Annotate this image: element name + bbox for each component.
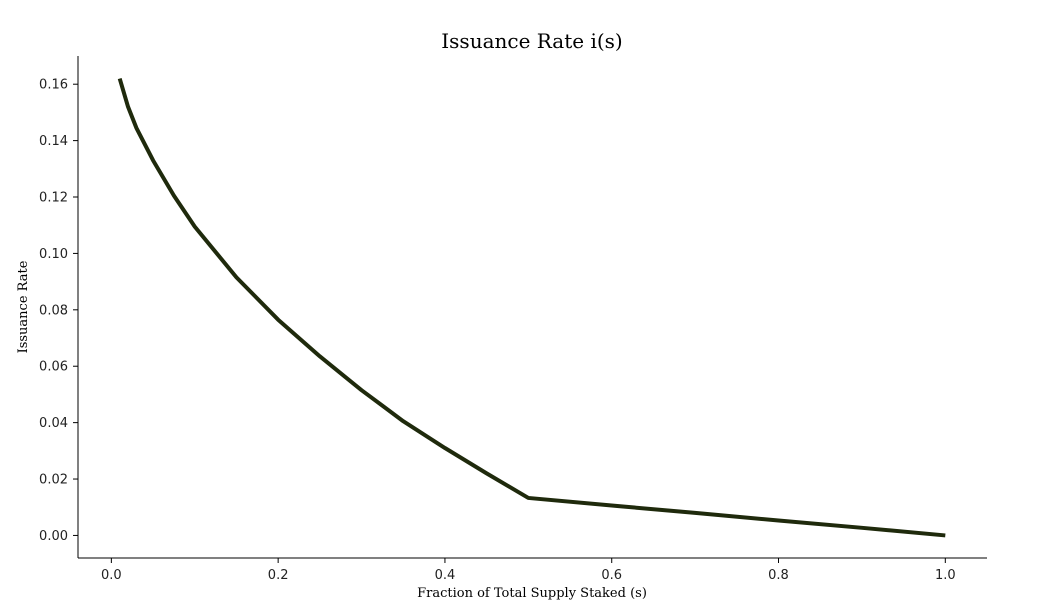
x-tick-label: 0.6 (601, 568, 622, 583)
y-tick-label: 0.02 (39, 473, 68, 488)
x-tick-label: 0.2 (268, 568, 289, 583)
y-tick-label: 0.06 (39, 360, 68, 375)
y-tick-label: 0.08 (39, 303, 68, 318)
chart-title: Issuance Rate i(s) (441, 29, 622, 53)
y-axis-label: Issuance Rate (16, 260, 31, 353)
y-tick-label: 0.10 (39, 247, 68, 262)
x-tick-label: 0.4 (435, 568, 456, 583)
y-tick-label: 0.14 (39, 134, 68, 149)
x-tick-label: 0.8 (768, 568, 789, 583)
x-axis-ticks: 0.0 0.2 0.4 0.6 0.8 1.0 (101, 558, 956, 583)
y-tick-label: 0.12 (39, 191, 68, 206)
y-axis-ticks: 0.00 0.02 0.04 0.06 0.08 0.10 0.12 0.14 0.16 (39, 78, 78, 544)
issuance-rate-line (117, 77, 946, 538)
y-tick-label: 0.00 (39, 529, 68, 544)
y-tick-label: 0.16 (39, 78, 68, 93)
y-tick-label: 0.04 (39, 416, 68, 431)
x-tick-label: 1.0 (935, 568, 956, 583)
x-tick-label: 0.0 (101, 568, 122, 583)
x-axis-label: Fraction of Total Supply Staked (s) (417, 586, 647, 601)
